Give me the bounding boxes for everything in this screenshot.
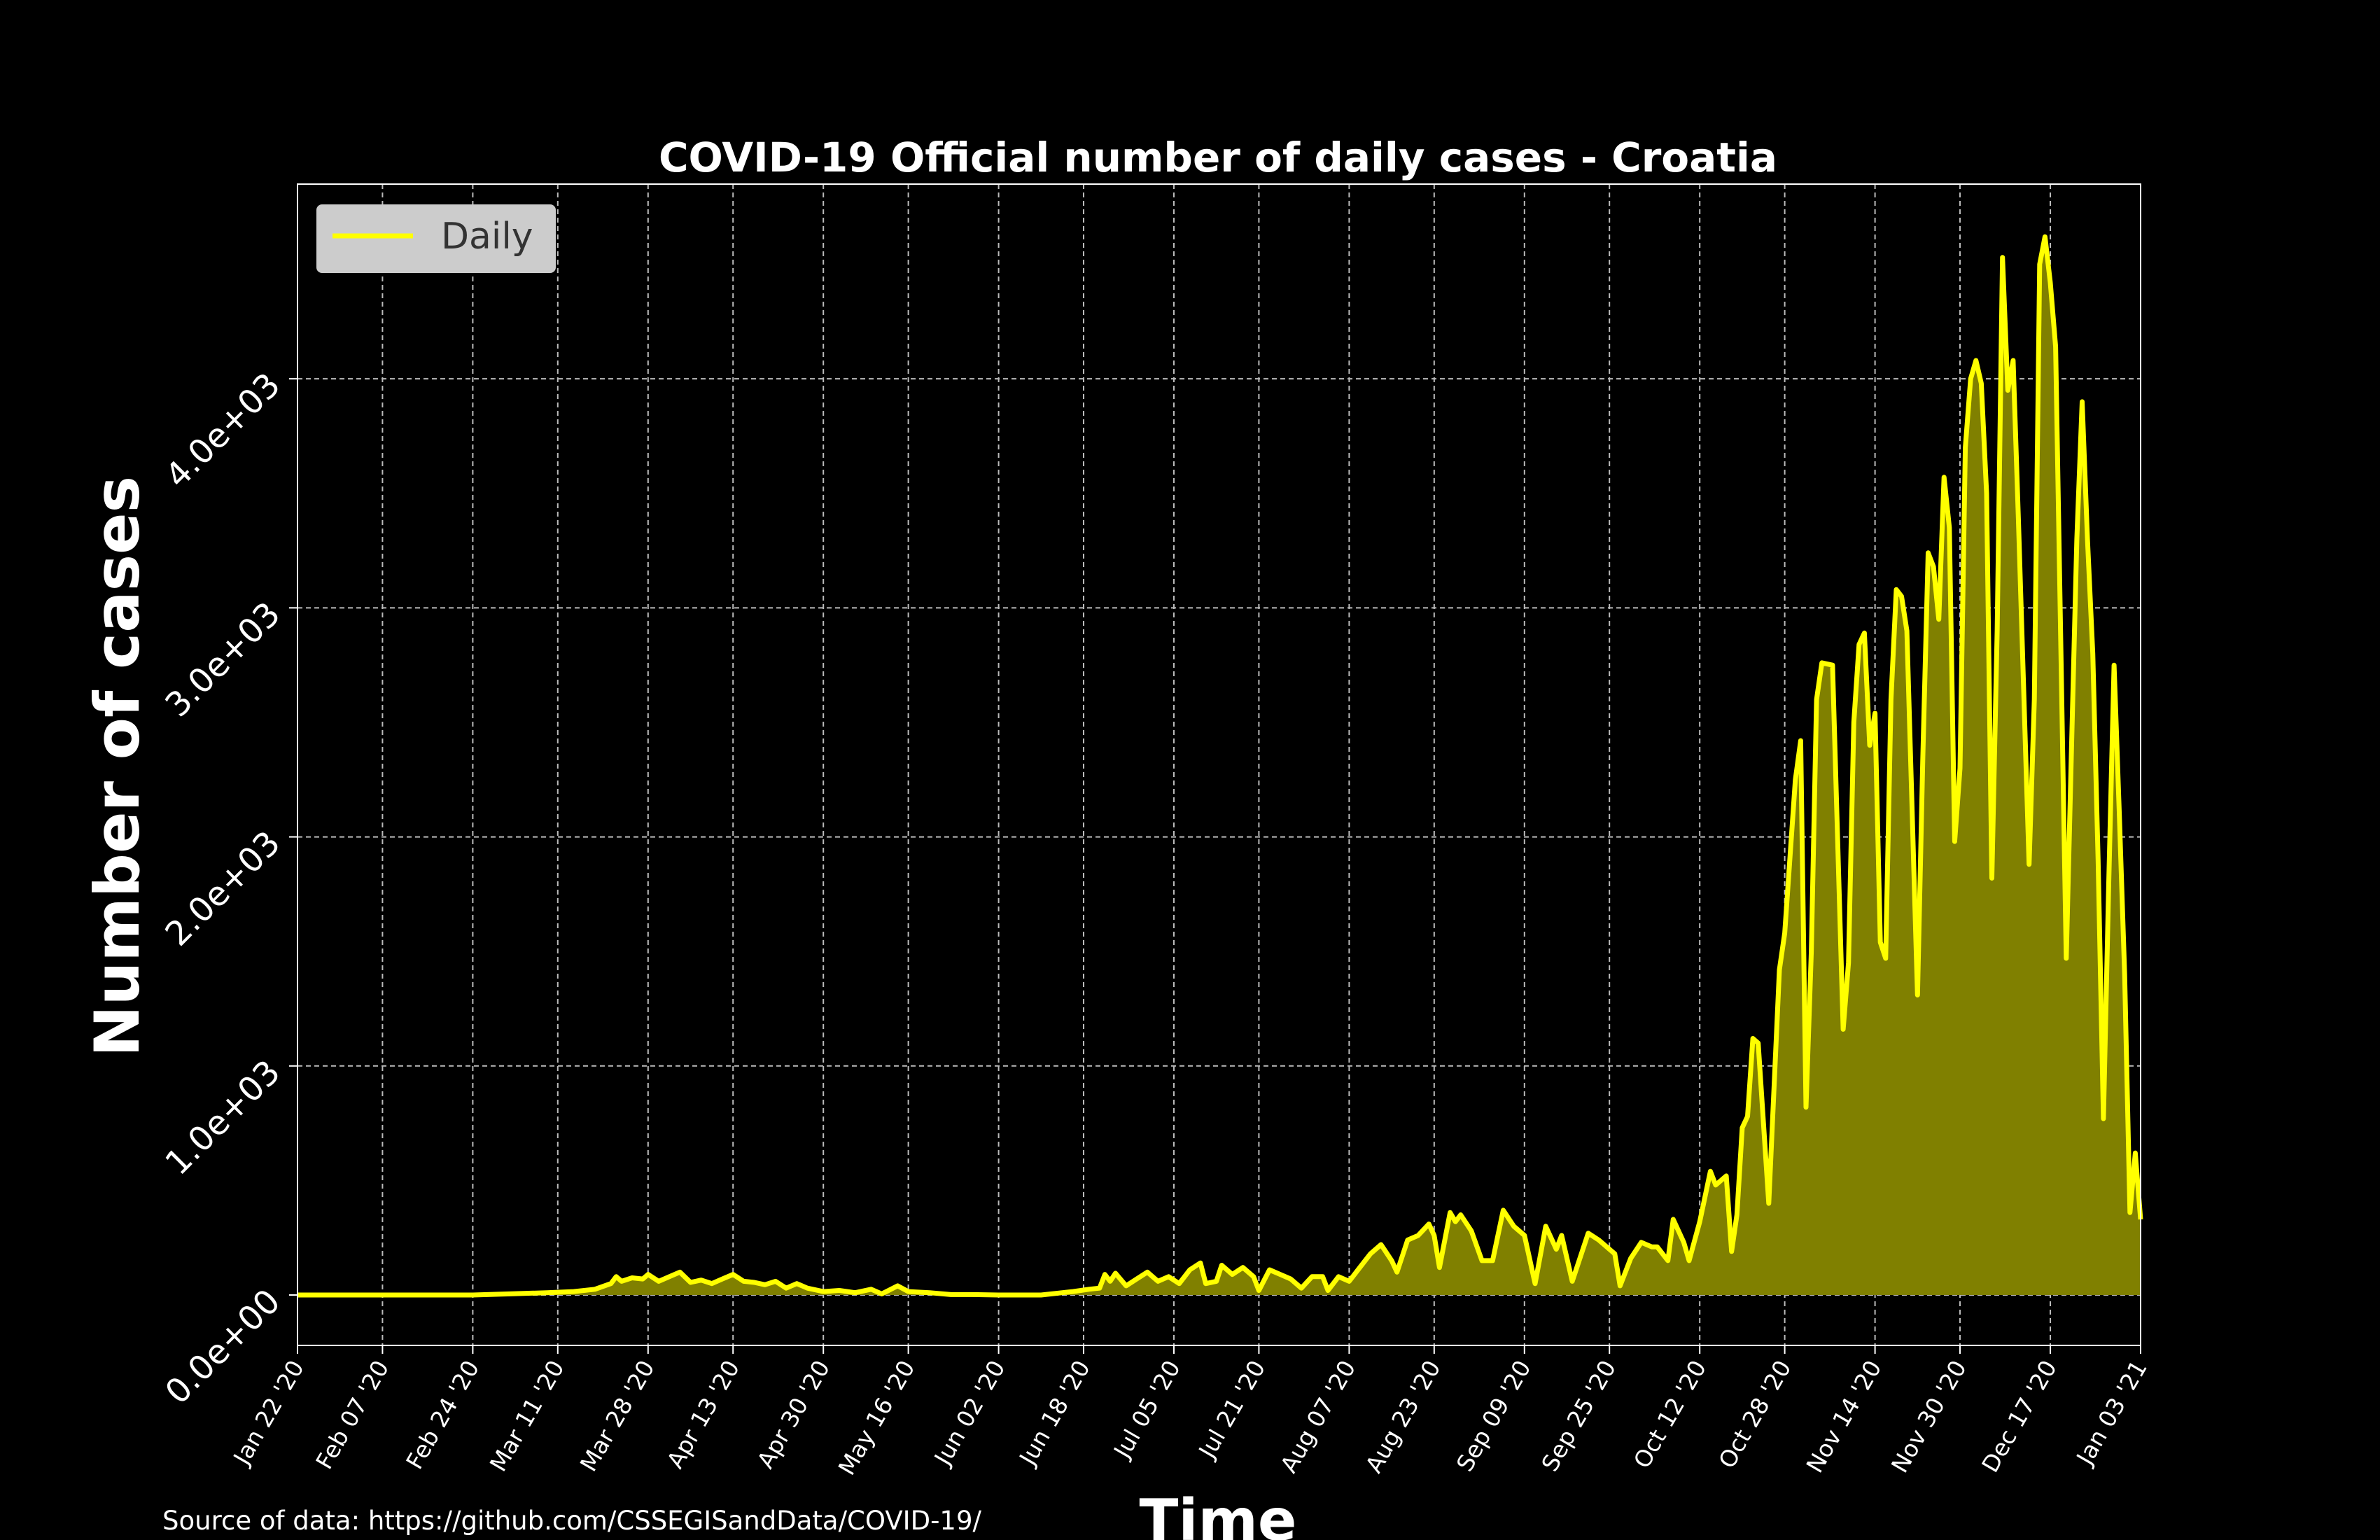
x-tick-label: Mar 28 '20 bbox=[575, 1356, 660, 1476]
daily-series-line bbox=[298, 234, 2143, 1298]
x-tick-label: Aug 07 '20 bbox=[1275, 1356, 1361, 1478]
y-tick-label: 3.0e+03 bbox=[158, 594, 288, 724]
x-tick-label: Jan 03 '21 bbox=[2071, 1356, 2152, 1471]
legend-label: Daily bbox=[441, 216, 533, 258]
source-note: Source of data: https://github.com/CSSEG… bbox=[162, 1506, 981, 1536]
x-tick-label: Sep 25 '20 bbox=[1536, 1356, 1621, 1476]
x-tick-label: Dec 17 '20 bbox=[1976, 1356, 2062, 1478]
x-tick-label: Sep 09 '20 bbox=[1451, 1356, 1536, 1476]
x-axis-label: Time bbox=[1139, 1488, 1296, 1540]
x-tick-label: Jul 21 '20 bbox=[1193, 1356, 1271, 1464]
legend-box bbox=[316, 204, 556, 273]
series-layer bbox=[298, 234, 2143, 1298]
y-tick-label: 2.0e+03 bbox=[158, 823, 288, 953]
plot-frame bbox=[297, 183, 2141, 1346]
y-tick-label: 4.0e+03 bbox=[158, 365, 288, 496]
x-tick-label: Mar 11 '20 bbox=[484, 1356, 570, 1476]
chart-title: COVID-19 Official number of daily cases … bbox=[659, 134, 1777, 181]
x-tick-label: Feb 24 '20 bbox=[400, 1356, 484, 1474]
x-tick-label: Jun 18 '20 bbox=[1013, 1356, 1096, 1471]
y-axis-label: Number of cases bbox=[81, 476, 153, 1057]
y-tick-label: 1.0e+03 bbox=[158, 1053, 288, 1183]
x-tick-label: Apr 30 '20 bbox=[752, 1356, 835, 1474]
x-tick-label: Oct 28 '20 bbox=[1713, 1356, 1796, 1474]
x-tick-label: May 16 '20 bbox=[833, 1356, 920, 1480]
x-tick-label: Nov 14 '20 bbox=[1801, 1356, 1887, 1478]
daily-area-fill bbox=[298, 237, 2141, 1295]
legend: Daily bbox=[316, 204, 556, 273]
x-tick-label: Jan 22 '20 bbox=[227, 1356, 309, 1471]
x-tick-label: Oct 12 '20 bbox=[1628, 1356, 1712, 1474]
x-tick-label: Aug 23 '20 bbox=[1360, 1356, 1446, 1478]
x-tick-label: Feb 07 '20 bbox=[310, 1356, 394, 1474]
x-tick-label: Jul 05 '20 bbox=[1107, 1356, 1186, 1464]
x-tick-label: Nov 30 '20 bbox=[1886, 1356, 1972, 1478]
x-tick-label: Jun 02 '20 bbox=[928, 1356, 1011, 1471]
x-tick-label: Apr 13 '20 bbox=[662, 1356, 745, 1474]
